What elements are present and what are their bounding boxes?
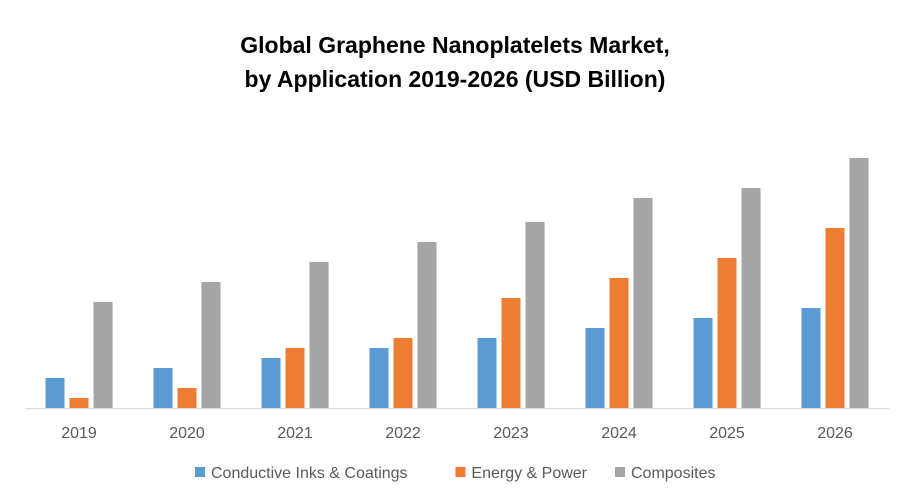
bar-2026-series-1 [801,308,821,408]
bar-2019-series-1 [45,378,65,408]
bar-2022-series-1 [369,348,389,408]
bar-2023-series-3 [525,222,545,408]
x-tick-label-2024: 2024 [601,425,637,442]
bar-2025-series-2 [717,258,737,408]
chart-title: Global Graphene Nanoplatelets Market, by… [0,28,910,96]
legend-swatch-series-3 [615,467,625,477]
bar-2023-series-1 [477,338,497,408]
bar-2020-series-3 [201,282,221,408]
legend-swatch-series-1 [195,467,205,477]
bar-2026-series-3 [849,158,869,408]
bar-2020-series-1 [153,368,173,408]
bar-2025-series-1 [693,318,713,408]
legend-label-series-1: Conductive Inks & Coatings [211,465,408,482]
bar-2023-series-2 [501,298,521,408]
bar-2022-series-3 [417,242,437,408]
bar-2021-series-2 [285,348,305,408]
x-tick-label-2021: 2021 [277,425,313,442]
x-tick-label-2023: 2023 [493,425,529,442]
bar-2024-series-1 [585,328,605,408]
chart-title-line-1: Global Graphene Nanoplatelets Market, [240,32,670,58]
x-tick-label-2019: 2019 [61,425,97,442]
bar-2019-series-2 [69,398,89,408]
bar-2024-series-2 [609,278,629,408]
bar-2021-series-3 [309,262,329,408]
bar-2026-series-2 [825,228,845,408]
bar-2022-series-2 [393,338,413,408]
bar-2025-series-3 [741,188,761,408]
bar-2020-series-2 [177,388,197,408]
legend-label-series-2: Energy & Power [471,465,587,482]
bar-2021-series-1 [261,358,281,408]
x-tick-label-2025: 2025 [709,425,745,442]
x-tick-label-2026: 2026 [817,425,853,442]
x-tick-label-2022: 2022 [385,425,421,442]
chart-title-line-2: by Application 2019-2026 (USD Billion) [244,66,666,92]
bar-2024-series-3 [633,198,653,408]
x-tick-label-2020: 2020 [169,425,205,442]
bar-2019-series-3 [93,302,113,408]
legend-label-series-3: Composites [631,465,715,482]
legend-swatch-series-2 [455,467,466,477]
